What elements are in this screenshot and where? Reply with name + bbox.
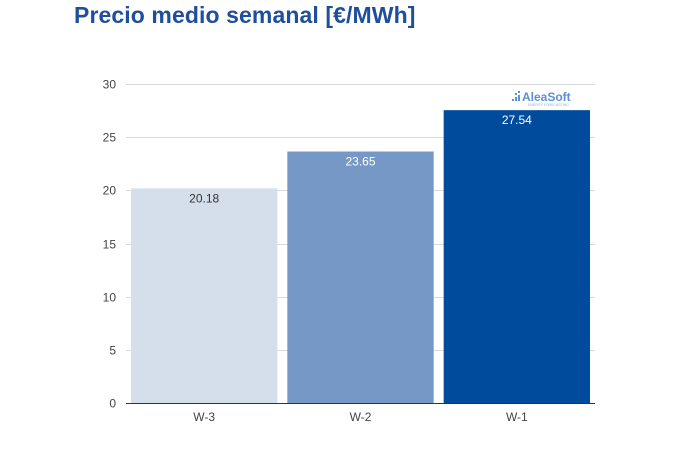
aleasoft-logo-subtext: ENERGY FORECASTING <box>528 103 569 107</box>
aleasoft-logo-text: AleaSoft <box>522 90 571 104</box>
y-tick-label: 20 <box>103 184 117 198</box>
data-label: 27.54 <box>502 113 532 127</box>
x-tick-label: W-2 <box>350 410 372 424</box>
y-tick-label: 25 <box>103 131 117 145</box>
aleasoft-logo: AleaSoft ENERGY FORECASTING <box>512 90 571 107</box>
x-tick-label: W-3 <box>193 410 215 424</box>
y-tick-label: 0 <box>109 397 116 411</box>
y-tick-label: 5 <box>109 344 116 358</box>
bars: 20.18 23.65 27.54 <box>131 110 590 404</box>
aleasoft-logo-icon <box>512 91 520 101</box>
y-tick-label: 30 <box>103 78 117 92</box>
data-label: 23.65 <box>345 155 375 169</box>
y-tick-label: 10 <box>103 291 117 305</box>
data-label: 20.18 <box>189 191 219 205</box>
bar-w-2 <box>287 151 434 403</box>
chart-title: Precio medio semanal [€/MWh] <box>74 2 416 28</box>
bar-w-3 <box>131 188 278 403</box>
x-axis: W-3 W-2 W-1 <box>126 403 595 424</box>
y-tick-label: 15 <box>103 238 117 252</box>
bar-w-1 <box>443 110 590 404</box>
x-tick-label: W-1 <box>506 410 528 424</box>
y-axis: 0 5 10 15 20 25 30 <box>103 78 117 411</box>
